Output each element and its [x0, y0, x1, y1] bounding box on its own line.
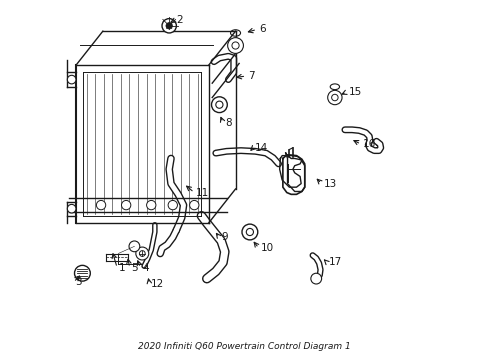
Circle shape — [242, 224, 257, 240]
Text: 8: 8 — [224, 118, 231, 128]
Circle shape — [227, 38, 243, 53]
Circle shape — [310, 273, 321, 284]
Text: 10: 10 — [260, 243, 273, 253]
Text: 6: 6 — [258, 24, 265, 35]
Circle shape — [162, 19, 176, 33]
Text: 12: 12 — [151, 279, 164, 289]
Circle shape — [96, 201, 105, 210]
Text: 3: 3 — [75, 277, 81, 287]
Circle shape — [129, 241, 140, 252]
Text: 17: 17 — [328, 257, 341, 267]
Circle shape — [168, 201, 177, 210]
Circle shape — [67, 204, 76, 213]
Text: 2020 Infiniti Q60 Powertrain Control Diagram 1: 2020 Infiniti Q60 Powertrain Control Dia… — [138, 342, 350, 351]
Text: 14: 14 — [255, 143, 268, 153]
Text: 7: 7 — [247, 71, 254, 81]
Text: 11: 11 — [196, 188, 209, 198]
Circle shape — [121, 201, 131, 210]
Text: 1: 1 — [119, 263, 125, 273]
Text: 13: 13 — [323, 179, 336, 189]
Circle shape — [67, 75, 76, 84]
Text: 15: 15 — [348, 87, 361, 97]
Circle shape — [136, 247, 148, 260]
Text: 5: 5 — [131, 263, 138, 273]
Circle shape — [327, 90, 341, 105]
Circle shape — [74, 265, 90, 281]
Circle shape — [146, 201, 156, 210]
Text: 9: 9 — [221, 232, 227, 242]
Text: 4: 4 — [142, 263, 149, 273]
Circle shape — [165, 23, 172, 29]
Circle shape — [211, 97, 227, 113]
Text: 16: 16 — [362, 139, 375, 149]
Circle shape — [189, 201, 199, 210]
Text: 2: 2 — [176, 15, 183, 26]
